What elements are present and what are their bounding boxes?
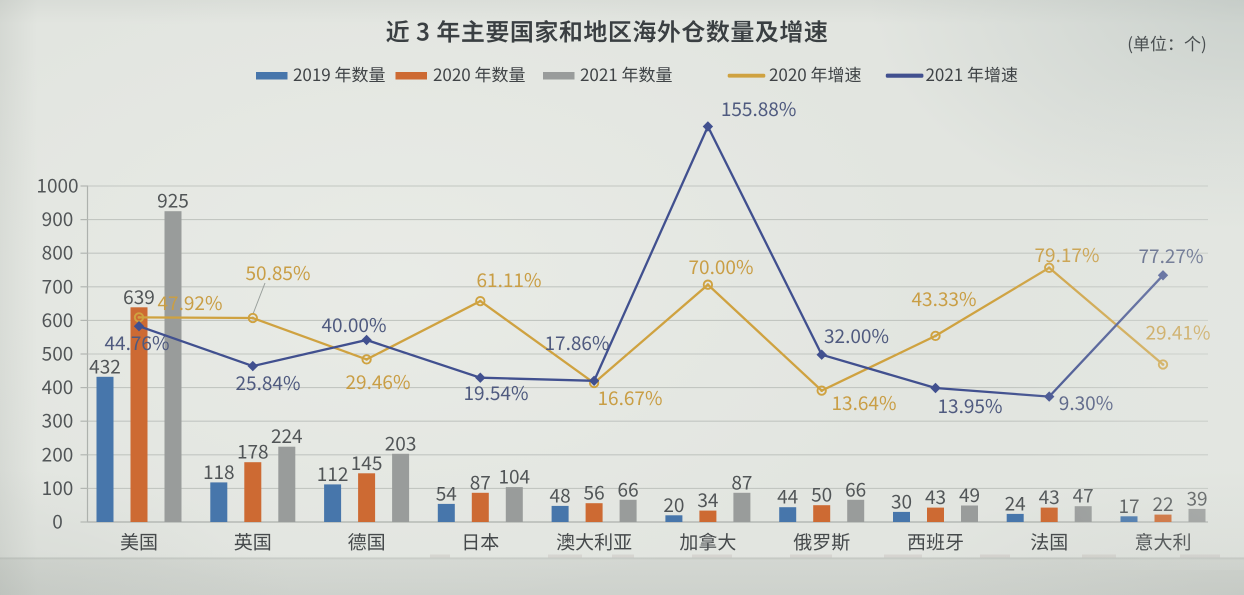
svg-text:19.54%: 19.54% [464,379,529,406]
svg-text:加拿大: 加拿大 [679,528,736,555]
svg-text:50: 50 [811,481,832,508]
svg-text:200: 200 [42,440,74,467]
svg-text:432: 432 [89,352,121,379]
svg-text:西班牙: 西班牙 [907,528,964,555]
svg-text:56: 56 [584,479,605,506]
svg-text:203: 203 [385,429,417,456]
svg-text:24: 24 [1005,489,1026,516]
svg-text:2020 年数量: 2020 年数量 [433,61,526,86]
svg-text:145: 145 [351,449,383,476]
svg-text:43: 43 [1039,483,1060,510]
svg-text:44: 44 [777,483,798,510]
svg-text:16.67%: 16.67% [598,384,663,411]
svg-text:44.76%: 44.76% [105,329,170,356]
svg-text:13.64%: 13.64% [832,389,897,416]
svg-text:9.30%: 9.30% [1059,389,1113,416]
svg-text:20: 20 [663,491,684,518]
svg-text:178: 178 [237,438,269,465]
svg-text:500: 500 [42,340,74,367]
svg-text:39: 39 [1186,484,1207,511]
svg-text:(单位：个): (单位：个) [1127,30,1207,55]
svg-text:17.86%: 17.86% [545,329,610,356]
svg-text:600: 600 [42,306,74,333]
svg-text:118: 118 [203,458,235,485]
svg-text:54: 54 [436,479,457,506]
svg-text:美国: 美国 [120,528,158,555]
svg-text:224: 224 [271,422,303,449]
svg-text:2020 年增速: 2020 年增速 [769,61,862,86]
svg-text:2021 年增速: 2021 年增速 [926,61,1019,86]
svg-text:48: 48 [550,481,571,508]
svg-text:近 3 年主要国家和地区海外仓数量及增速: 近 3 年主要国家和地区海外仓数量及增速 [386,13,829,48]
svg-text:43.33%: 43.33% [912,285,977,312]
svg-text:29.41%: 29.41% [1146,319,1211,346]
svg-text:47: 47 [1073,482,1094,509]
svg-text:47.92%: 47.92% [158,289,223,316]
svg-text:61.11%: 61.11% [477,266,542,293]
svg-text:66: 66 [618,475,639,502]
svg-text:900: 900 [42,205,74,232]
svg-text:49: 49 [959,481,980,508]
svg-text:104: 104 [498,463,530,490]
svg-text:1000: 1000 [36,172,78,199]
svg-text:112: 112 [317,460,349,487]
svg-text:79.17%: 79.17% [1035,241,1100,268]
svg-text:日本: 日本 [461,528,499,555]
svg-text:77.27%: 77.27% [1139,242,1204,269]
svg-text:87: 87 [731,468,752,495]
svg-text:43: 43 [925,483,946,510]
svg-text:100: 100 [42,474,74,501]
svg-text:2019 年数量: 2019 年数量 [293,61,386,86]
svg-text:70.00%: 70.00% [689,253,754,280]
svg-text:300: 300 [42,407,74,434]
svg-text:英国: 英国 [234,528,272,555]
svg-text:639: 639 [123,283,155,310]
svg-text:32.00%: 32.00% [824,322,889,349]
svg-text:30: 30 [891,487,912,514]
svg-text:2021 年数量: 2021 年数量 [580,61,673,86]
svg-text:50.85%: 50.85% [246,259,311,286]
svg-text:34: 34 [697,486,718,513]
svg-text:66: 66 [845,475,866,502]
svg-text:俄罗斯: 俄罗斯 [793,528,850,555]
svg-text:德国: 德国 [348,528,386,555]
svg-text:17: 17 [1118,492,1139,519]
svg-text:意大利: 意大利 [1134,528,1191,555]
svg-text:0: 0 [52,508,63,535]
svg-text:13.95%: 13.95% [938,392,1003,419]
svg-text:87: 87 [470,468,491,495]
svg-text:925: 925 [157,187,189,214]
svg-text:700: 700 [42,272,74,299]
svg-text:25.84%: 25.84% [236,369,301,396]
svg-text:155.88%: 155.88% [721,95,797,122]
svg-text:800: 800 [42,239,74,266]
svg-text:法国: 法国 [1030,528,1068,555]
svg-text:40.00%: 40.00% [322,311,387,338]
svg-text:29.46%: 29.46% [346,368,411,395]
svg-text:400: 400 [42,373,74,400]
svg-text:22: 22 [1152,490,1173,517]
svg-text:澳大利亚: 澳大利亚 [556,528,632,555]
